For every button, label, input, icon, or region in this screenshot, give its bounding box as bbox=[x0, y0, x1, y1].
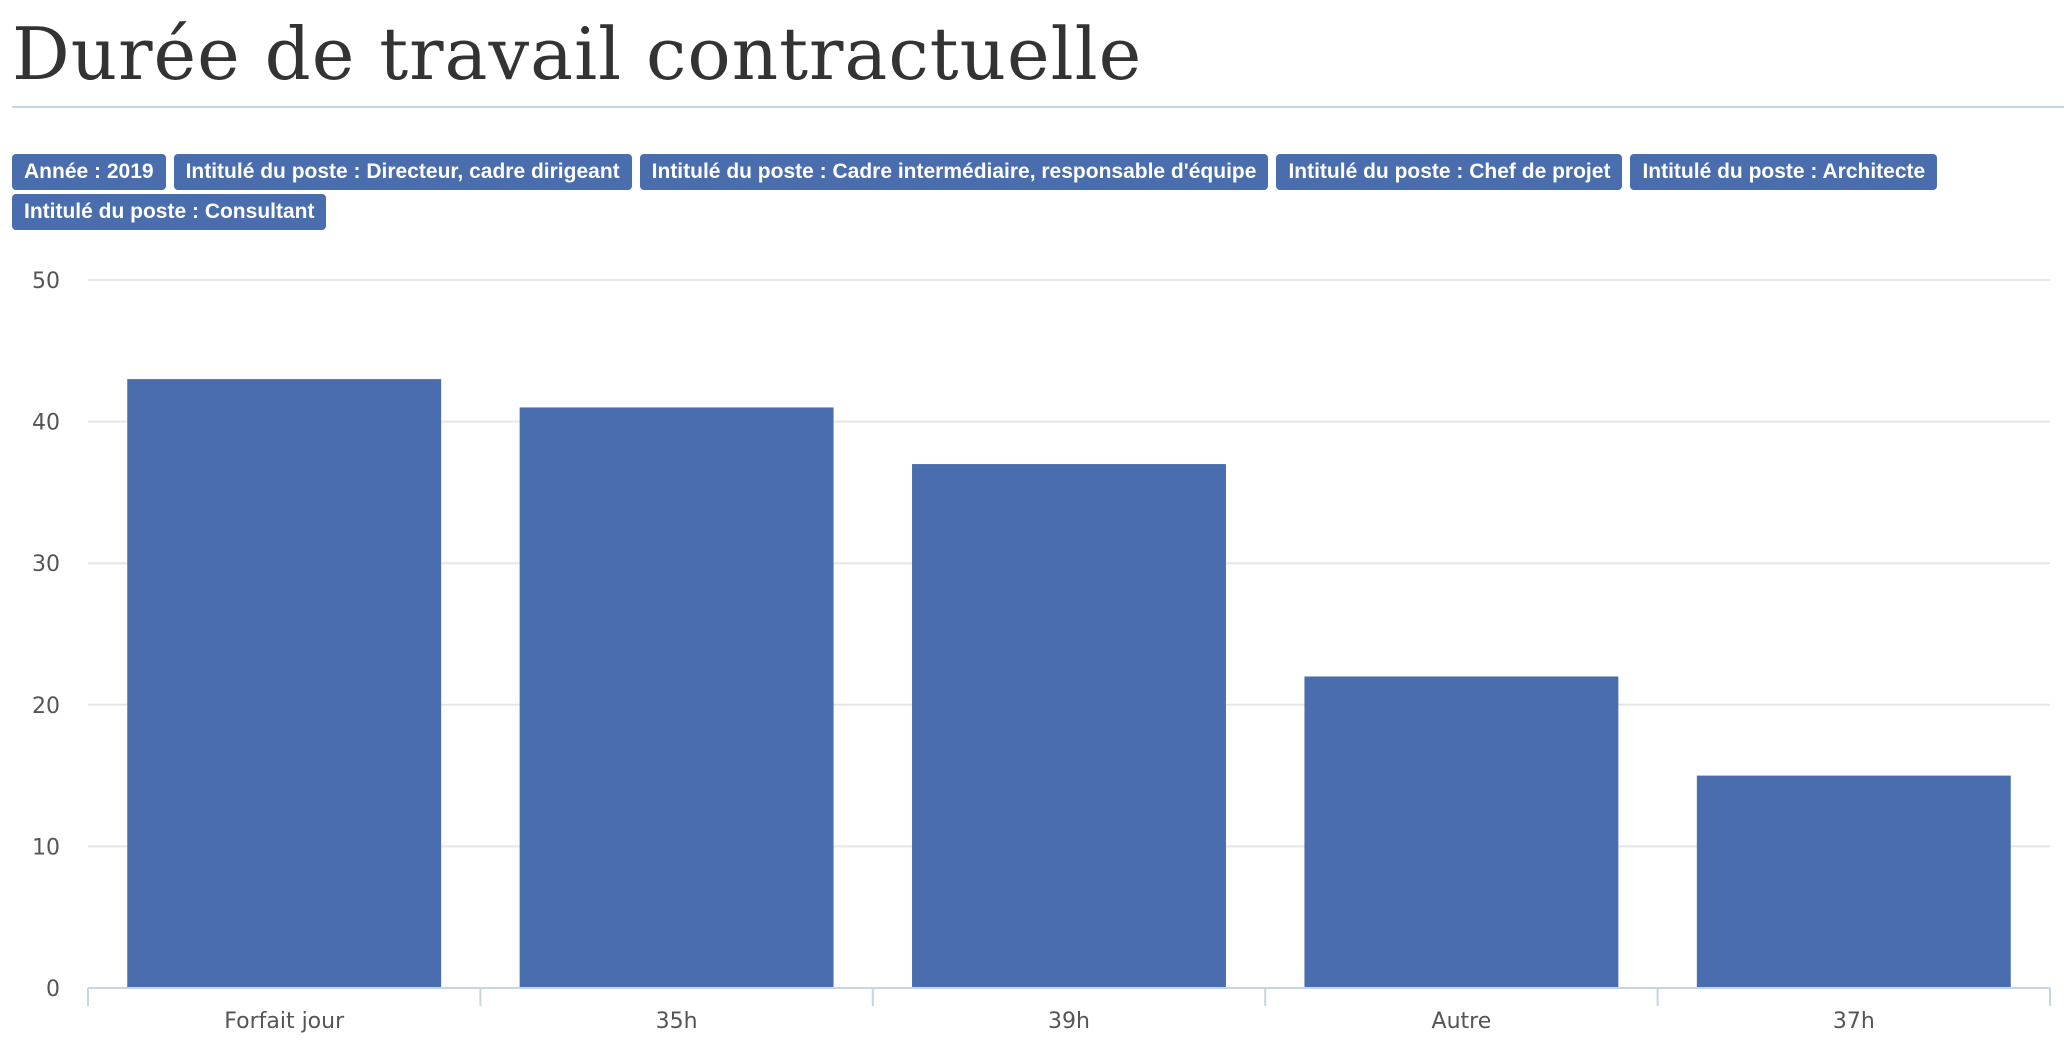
bar-chart: 0 10 20 30 40 50 Forfait jour 35h 39h Autre 37h bbox=[32, 269, 2051, 1034]
bar[interactable] bbox=[1696, 775, 2011, 988]
filter-tag[interactable]: Année : 2019 bbox=[12, 154, 166, 190]
title-divider bbox=[12, 106, 2064, 108]
filter-tag[interactable]: Intitulé du poste : Cadre intermédiaire,… bbox=[639, 154, 1269, 190]
bar[interactable] bbox=[1304, 676, 1619, 988]
filter-tag[interactable]: Intitulé du poste : Consultant bbox=[12, 194, 327, 230]
axis-labels: 0 10 20 30 40 50 Forfait jour 35h 39h Autre 37h bbox=[32, 269, 1875, 1034]
x-tick-label: 39h bbox=[1048, 1009, 1090, 1034]
x-tick-label: Forfait jour bbox=[224, 1009, 345, 1034]
y-tick-label: 40 bbox=[32, 411, 60, 436]
filter-tag[interactable]: Intitulé du poste : Architecte bbox=[1630, 154, 1938, 190]
y-tick-label: 50 bbox=[32, 269, 60, 294]
x-tick-label: Autre bbox=[1432, 1009, 1492, 1034]
y-tick-label: 20 bbox=[32, 694, 60, 719]
filter-tags: Année : 2019 Intitulé du poste : Directeu… bbox=[12, 154, 2052, 230]
x-tick-label: 35h bbox=[656, 1009, 698, 1034]
bar[interactable] bbox=[127, 379, 442, 988]
bar[interactable] bbox=[912, 464, 1226, 988]
y-tick-label: 0 bbox=[46, 977, 60, 1002]
bars bbox=[127, 379, 2011, 988]
x-tick-label: 37h bbox=[1833, 1009, 1875, 1034]
filter-tag[interactable]: Intitulé du poste : Directeur, cadre dir… bbox=[173, 154, 632, 190]
page-title: Durée de travail contractuelle bbox=[12, 12, 1143, 96]
x-axis bbox=[87, 987, 2051, 1006]
y-tick-label: 30 bbox=[32, 552, 60, 577]
filter-tag[interactable]: Intitulé du poste : Chef de projet bbox=[1276, 154, 1623, 190]
y-tick-label: 10 bbox=[32, 835, 60, 860]
bar[interactable] bbox=[519, 407, 834, 988]
